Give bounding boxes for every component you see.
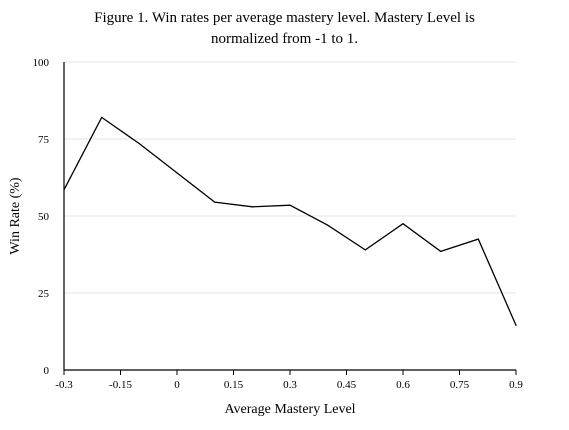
y-tick-label: 75: [38, 134, 50, 146]
data-point: [327, 224, 329, 226]
y-tick-label: 100: [33, 57, 50, 69]
y-tick-label: 25: [38, 288, 50, 300]
data-point: [176, 172, 178, 174]
y-tick-label: 0: [44, 365, 50, 377]
x-axis-title: Average Mastery Level: [224, 402, 355, 417]
data-point: [515, 324, 517, 326]
data-point: [440, 250, 442, 253]
data-point: [101, 116, 103, 119]
x-tick-label: 0.15: [224, 379, 244, 391]
x-tick-label: 0: [174, 379, 180, 391]
data-point: [63, 189, 65, 191]
y-tick-label: 50: [38, 211, 50, 223]
data-point: [251, 206, 253, 208]
x-tick-label: -0.15: [109, 379, 132, 391]
data-point: [138, 143, 140, 145]
data-point: [477, 238, 479, 240]
x-tick-label: 0.3: [283, 379, 297, 391]
y-axis-title: Win Rate (%): [8, 177, 23, 255]
data-point: [364, 249, 366, 251]
x-tick-label: 0.75: [450, 379, 470, 391]
series-line: [63, 116, 517, 326]
data-point: [289, 204, 291, 206]
x-tick-label: -0.3: [55, 379, 73, 391]
chart-title: Figure 1. Win rates per average mastery …: [94, 10, 475, 47]
data-point: [402, 223, 404, 225]
data-point: [214, 201, 216, 203]
gridlines: [64, 61, 516, 294]
series-group: [63, 116, 517, 326]
x-tick-label: 0.6: [396, 379, 410, 391]
x-axis-ticks: -0.3 -0.15 0 0.15 0.3 0.45 0.6 0.75 0.9: [55, 370, 523, 391]
x-tick-label: 0.45: [337, 379, 357, 391]
x-tick-label: 0.9: [509, 379, 523, 391]
y-axis-ticks: 0 25 50 75 100: [33, 57, 50, 377]
